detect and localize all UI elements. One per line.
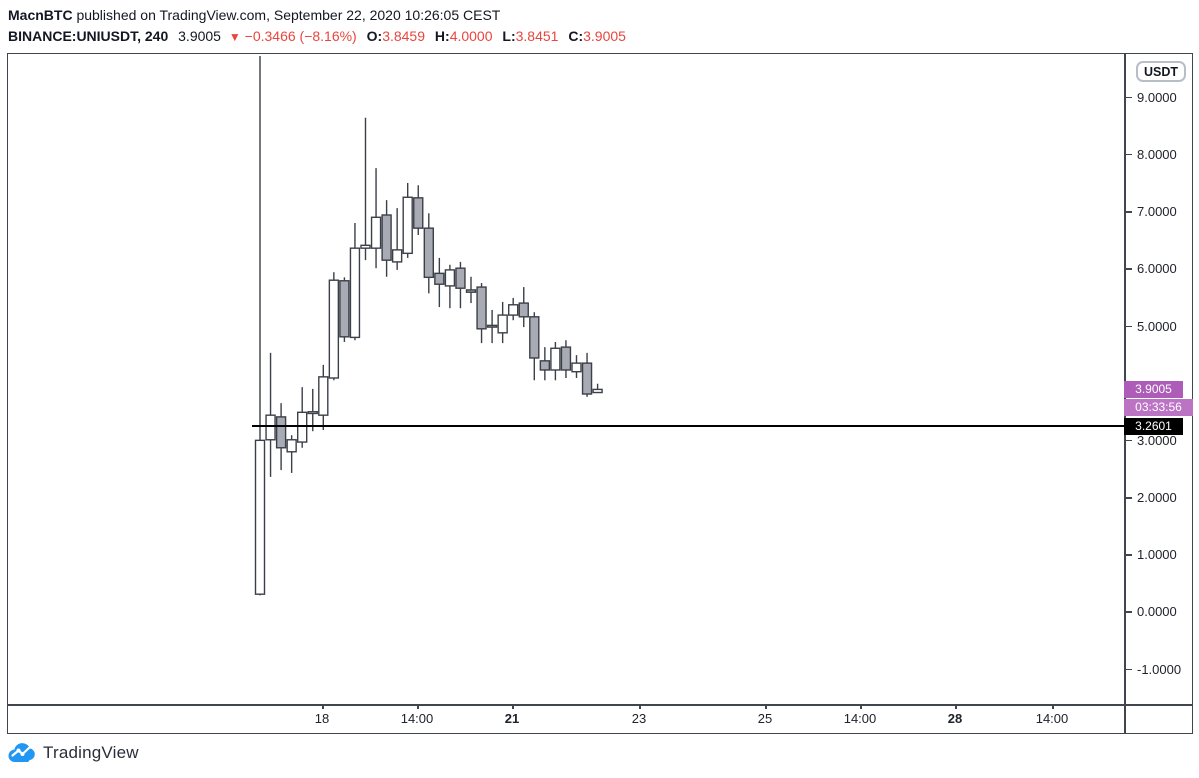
- legend-change: −0.3466 (−8.16%): [244, 28, 357, 44]
- candle-down: [339, 280, 350, 338]
- open-label: O:: [366, 28, 383, 44]
- time-tick-mark: [765, 705, 767, 709]
- symbol-name: BINANCE:UNIUSDT, 240: [8, 28, 169, 44]
- price-tick-mark: [1126, 153, 1132, 156]
- candle-down: [434, 272, 445, 285]
- candle-up: [297, 411, 308, 443]
- candle-up: [307, 411, 318, 415]
- price-tick-mark: [1126, 611, 1132, 613]
- candle-up: [370, 216, 382, 249]
- price-tick-mark: [1126, 439, 1132, 442]
- candle-up: [360, 244, 371, 249]
- time-tick-mark: [417, 705, 419, 709]
- candle-up: [402, 196, 413, 255]
- time-axis-label: 14:00: [843, 711, 877, 726]
- low-value: 3.8451: [515, 28, 559, 44]
- time-tick-mark: [322, 705, 324, 709]
- candle-down: [423, 227, 434, 279]
- time-axis-label: 18: [314, 711, 330, 726]
- chart-widget: USDT 3.9005 03:33:56 3.2601 9.0000 8.0000…: [7, 53, 1193, 734]
- attribution-text: published on TradingView.com, September …: [72, 7, 501, 23]
- candle-down: [560, 346, 572, 371]
- candle-down: [486, 324, 498, 328]
- candle-down: [539, 360, 551, 371]
- candle-up: [497, 314, 508, 334]
- symbol-legend: BINANCE:UNIUSDT, 240 3.9005 ▼ −0.3466 (−…: [8, 26, 626, 47]
- tradingview-brand-text: TradingView: [43, 743, 139, 762]
- candle-down: [518, 302, 529, 318]
- candlestick-plot: [252, 56, 1124, 596]
- last-price-badge: 3.9005: [1124, 380, 1183, 398]
- candle-down: [455, 267, 466, 289]
- close-value: 3.9005: [583, 28, 626, 44]
- candle-up: [571, 362, 582, 373]
- close-label: C:: [568, 28, 584, 44]
- time-tick-mark: [860, 705, 862, 709]
- time-axis-label: 25: [757, 711, 773, 726]
- candle-down: [413, 197, 424, 229]
- high-value: 4.0000: [449, 28, 493, 44]
- candle-up: [328, 279, 340, 379]
- chart-canvas[interactable]: [8, 54, 1124, 704]
- candle-down: [581, 362, 593, 395]
- candle-up: [254, 439, 266, 595]
- attribution-line: MacnBTC published on TradingView.com, Se…: [8, 5, 626, 26]
- legend-last-price: 3.9005: [178, 28, 221, 44]
- bar-countdown-badge: 03:33:56: [1124, 398, 1193, 416]
- candle-down: [465, 289, 477, 293]
- price-tick-mark: [1126, 211, 1132, 213]
- candle-up: [265, 414, 276, 441]
- candle-up: [349, 247, 361, 339]
- time-tick-mark: [955, 705, 957, 709]
- candle-down: [381, 214, 392, 261]
- candle-up: [318, 376, 329, 416]
- time-tick-mark: [1052, 705, 1054, 709]
- time-axis-label: 28: [947, 711, 963, 726]
- tradingview-attribution[interactable]: TradingView: [8, 742, 139, 764]
- currency-toggle-button[interactable]: USDT: [1136, 61, 1186, 82]
- price-tick-mark: [1126, 325, 1132, 328]
- author-name: MacnBTC: [8, 7, 73, 23]
- candle-down: [529, 316, 540, 359]
- time-axis-line: [8, 704, 1192, 706]
- time-tick-mark: [512, 705, 514, 709]
- high-label: H:: [434, 28, 450, 44]
- price-tick-mark: [1126, 554, 1132, 556]
- time-axis-label: 14:00: [1035, 711, 1069, 726]
- candle-up: [286, 439, 297, 453]
- down-arrow-icon: ▼: [228, 30, 241, 44]
- candle-down: [476, 286, 487, 330]
- ray-price-badge: 3.2601: [1124, 417, 1183, 435]
- candle-up: [550, 347, 561, 371]
- price-tick-mark: [1126, 268, 1132, 270]
- price-tick-mark: [1126, 668, 1132, 671]
- time-tick-mark: [639, 705, 641, 709]
- price-tick-mark: [1126, 497, 1132, 499]
- time-axis-label: 14:00: [400, 711, 434, 726]
- candle-up: [444, 269, 456, 287]
- price-tick-mark: [1126, 96, 1132, 99]
- time-axis-label: 21: [504, 711, 520, 726]
- open-value: 3.8459: [382, 28, 426, 44]
- candle-down: [275, 416, 287, 449]
- time-axis-label: 23: [631, 711, 647, 726]
- candle-up: [391, 249, 403, 263]
- tradingview-logo-icon: [8, 743, 35, 763]
- candle-up: [508, 304, 519, 316]
- chart-header: MacnBTC published on TradingView.com, Se…: [8, 5, 626, 47]
- low-label: L:: [502, 28, 516, 44]
- candle-up: [592, 388, 603, 394]
